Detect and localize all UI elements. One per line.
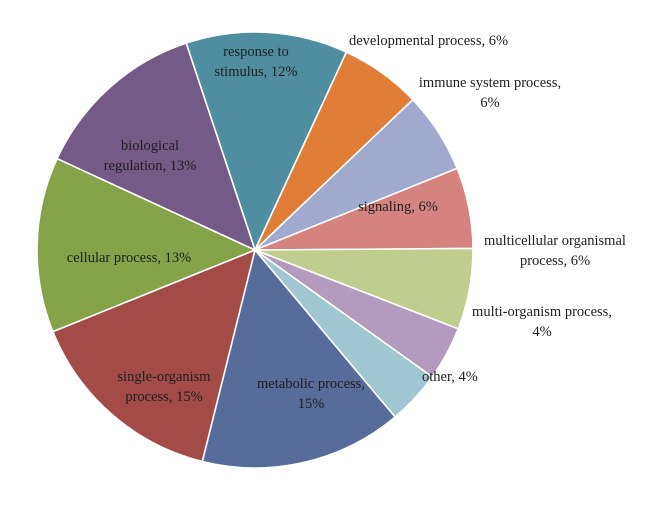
- slice-label-line: single-organism: [117, 369, 211, 385]
- slice-label-single-organism-process: single-organism process, 15%: [117, 369, 211, 405]
- slice-label-line: response to: [223, 44, 289, 60]
- slice-label-line: immune system process,: [419, 75, 561, 91]
- slice-label-multicellular-organismal-process: multicellular organismal process, 6%: [484, 233, 626, 269]
- slice-label-line: developmental process, 6%: [349, 33, 508, 49]
- slice-label-other: other, 4%: [422, 369, 478, 385]
- slice-label-line: 4%: [532, 324, 551, 340]
- pie-slice-metabolic-process: [201, 249, 396, 469]
- slice-label-line: signaling, 6%: [358, 199, 438, 215]
- slice-label-line: 15%: [298, 396, 325, 412]
- slice-label-line: regulation, 13%: [104, 158, 197, 174]
- slice-label-multi-organism-process: multi-organism process, 4%: [472, 304, 612, 340]
- slice-label-biological-regulation: biological regulation, 13%: [104, 138, 197, 174]
- slice-label-signaling: signaling, 6%: [358, 199, 438, 215]
- slice-label-response-to-stimulus: response to stimulus, 12%: [215, 44, 298, 80]
- labels-layer: response to stimulus, 12% developmental pr…: [67, 33, 626, 412]
- slices-layer: [36, 31, 474, 469]
- slice-label-line: cellular process, 13%: [67, 250, 191, 266]
- slice-label-immune-system-process: immune system process, 6%: [419, 75, 561, 111]
- slice-label-line: metabolic process,: [257, 376, 365, 392]
- slice-label-line: process, 6%: [520, 253, 590, 269]
- slice-label-line: multicellular organismal: [484, 233, 626, 249]
- pie-slice-cellular-process: [36, 157, 256, 333]
- slice-label-line: multi-organism process,: [472, 304, 612, 320]
- slice-label-line: 6%: [480, 95, 499, 111]
- slice-label-cellular-process: cellular process, 13%: [67, 250, 191, 266]
- slice-label-line: process, 15%: [125, 389, 202, 405]
- slice-label-line: other, 4%: [422, 369, 478, 385]
- slice-label-metabolic-process: metabolic process, 15%: [257, 376, 365, 412]
- slice-label-developmental-process: developmental process, 6%: [349, 33, 508, 49]
- pie-slice-biological-regulation: [56, 42, 256, 251]
- slice-label-line: biological: [121, 138, 179, 154]
- pie-slice-response-to-stimulus: [185, 31, 348, 251]
- slice-label-line: stimulus, 12%: [215, 64, 298, 80]
- pie-slice-single-organism-process: [52, 249, 256, 463]
